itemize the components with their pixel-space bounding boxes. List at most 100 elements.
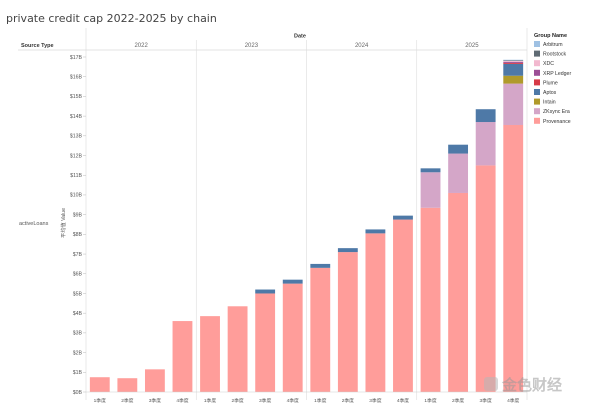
bar-segment-provenance[interactable] (393, 219, 413, 392)
year-label: 2022 (134, 43, 148, 49)
legend-item-label[interactable]: XRP Ledger (543, 71, 571, 77)
legend-item-label[interactable]: Aptos (543, 90, 557, 96)
x-tick-label: 3季度 (149, 397, 161, 404)
legend-swatch (534, 89, 540, 95)
bar-segment-zksync-era[interactable] (475, 122, 496, 166)
bar-segment-provenance[interactable] (172, 321, 193, 392)
y-tick-label: $5B (73, 291, 83, 297)
y-axis: $0B $1B $2B $3B $4B $5B $6B $7B $8B $9B $10B $11B $1… (70, 55, 86, 396)
y-tick-label: $12B (70, 153, 83, 159)
watermark: 金色财经 (484, 376, 562, 394)
bar-segment-zksync-era[interactable] (503, 83, 524, 125)
bar-segment-provenance[interactable] (503, 124, 524, 392)
legend-title: Group Name (534, 33, 567, 39)
x-tick-label: 2季度 (342, 397, 354, 404)
y-tick-label: $11B (70, 173, 82, 179)
bar-segment-aptos[interactable] (282, 279, 303, 284)
bar-segment-provenance[interactable] (117, 378, 138, 392)
y-tick-label: $4B (73, 311, 83, 317)
bar-segment-zksync-era[interactable] (448, 153, 469, 193)
legend-swatch (534, 117, 540, 124)
y-tick-label: $2B (73, 350, 83, 356)
x-tick-label: 1季度 (424, 397, 436, 404)
bar-segment-aptos[interactable] (420, 168, 441, 173)
y-tick-label: $13B (70, 134, 83, 140)
column-header: Date (294, 34, 306, 40)
bar-segment-aptos[interactable] (337, 248, 358, 253)
year-label: 2025 (465, 43, 479, 49)
bar-segment-aptos[interactable] (310, 263, 331, 268)
bar-segment-plume[interactable] (503, 62, 524, 64)
x-tick-label: 4季度 (287, 397, 299, 404)
legend-item-label[interactable]: Provenance (543, 119, 571, 125)
y-tick-label: $16B (70, 75, 83, 81)
legend-swatch (534, 98, 540, 105)
bar-segment-provenance[interactable] (448, 192, 469, 392)
year-label: 2023 (245, 43, 259, 49)
x-tick-label: 2季度 (231, 397, 243, 404)
y-tick-label: $1B (73, 370, 83, 376)
x-tick-label: 1季度 (204, 397, 216, 404)
watermark-text: 金色财经 (501, 376, 562, 394)
bar-segment-provenance[interactable] (89, 377, 110, 392)
row-label: activeLoans (19, 221, 49, 227)
bar-segment-arbitrum[interactable] (503, 59, 524, 61)
bar-segment-provenance[interactable] (144, 369, 165, 392)
x-tick-label: 1季度 (94, 397, 106, 404)
bar-segment-provenance[interactable] (255, 293, 276, 392)
x-tick-label: 3季度 (480, 397, 492, 404)
legend-item-label[interactable]: Rootstock (543, 52, 566, 58)
bar-segment-provenance[interactable] (365, 233, 386, 392)
y-tick-label: $14B (70, 114, 83, 120)
bar-segment-aptos[interactable] (255, 289, 276, 294)
y-tick-label: $9B (73, 212, 83, 218)
bar-segment-aptos[interactable] (475, 109, 496, 123)
y-tick-label: $8B (73, 232, 83, 238)
y-tick-label: $3B (73, 331, 83, 337)
bar-segment-aptos[interactable] (365, 229, 386, 234)
watermark-logo-icon (484, 377, 498, 391)
bar-segment-xdc[interactable] (503, 60, 524, 62)
bar-segment-provenance[interactable] (200, 316, 220, 392)
bar-segment-provenance[interactable] (475, 165, 496, 392)
y-axis-title: 平均值 Value (59, 208, 67, 238)
legend-swatch (534, 108, 540, 115)
bar-segment-aptos[interactable] (503, 63, 524, 76)
bar-segment-xrp-ledger[interactable] (503, 61, 524, 63)
bar-segment-provenance[interactable] (310, 267, 331, 392)
bar-segment-provenance[interactable] (282, 283, 303, 392)
bar-segment-aptos[interactable] (448, 144, 469, 154)
bar-segment-aptos[interactable] (393, 215, 413, 220)
year-dividers (195, 40, 418, 400)
bar-segment-provenance[interactable] (420, 207, 441, 392)
legend-swatch (534, 50, 540, 57)
legend-item-label[interactable]: ZKsync Era (543, 109, 570, 115)
legend-swatch (534, 41, 540, 47)
y-tick-label: $0B (73, 390, 83, 396)
y-tick-label: $10B (70, 193, 83, 199)
y-tick-label: $7B (73, 252, 83, 258)
legend-swatch (534, 79, 540, 86)
y-tick-label: $17B (70, 55, 83, 61)
row-header: Source Type (21, 43, 54, 49)
y-tick-label: $15B (70, 94, 83, 100)
x-axis: 1季度 2季度 3季度 4季度 1季度 2季度 3季度 4季度 1季度 2季度 3季度 4季度 1季度 2… (94, 397, 520, 404)
x-tick-label: 2季度 (452, 397, 464, 404)
legend-item-label[interactable]: Intain (543, 100, 556, 106)
x-tick-label: 4季度 (507, 397, 519, 404)
x-tick-label: 3季度 (369, 397, 381, 404)
legend-item-label[interactable]: Arbitrum (543, 42, 563, 48)
bar-segment-provenance[interactable] (227, 306, 248, 392)
x-tick-label: 2季度 (121, 397, 133, 404)
legend-item-label[interactable]: XDC (543, 61, 554, 67)
bar-segment-intain[interactable] (503, 75, 524, 84)
y-tick-label: $6B (73, 272, 83, 278)
bar-segment-provenance[interactable] (337, 252, 358, 392)
year-labels: 2022 2023 2024 2025 (134, 43, 479, 49)
bar-segment-rootstock[interactable] (503, 60, 524, 61)
legend-swatch (534, 69, 540, 76)
bar-segment-zksync-era[interactable] (420, 172, 441, 208)
legend-item-label[interactable]: Plume (543, 80, 558, 86)
chart-title: private credit cap 2022-2025 by chain (6, 12, 217, 25)
